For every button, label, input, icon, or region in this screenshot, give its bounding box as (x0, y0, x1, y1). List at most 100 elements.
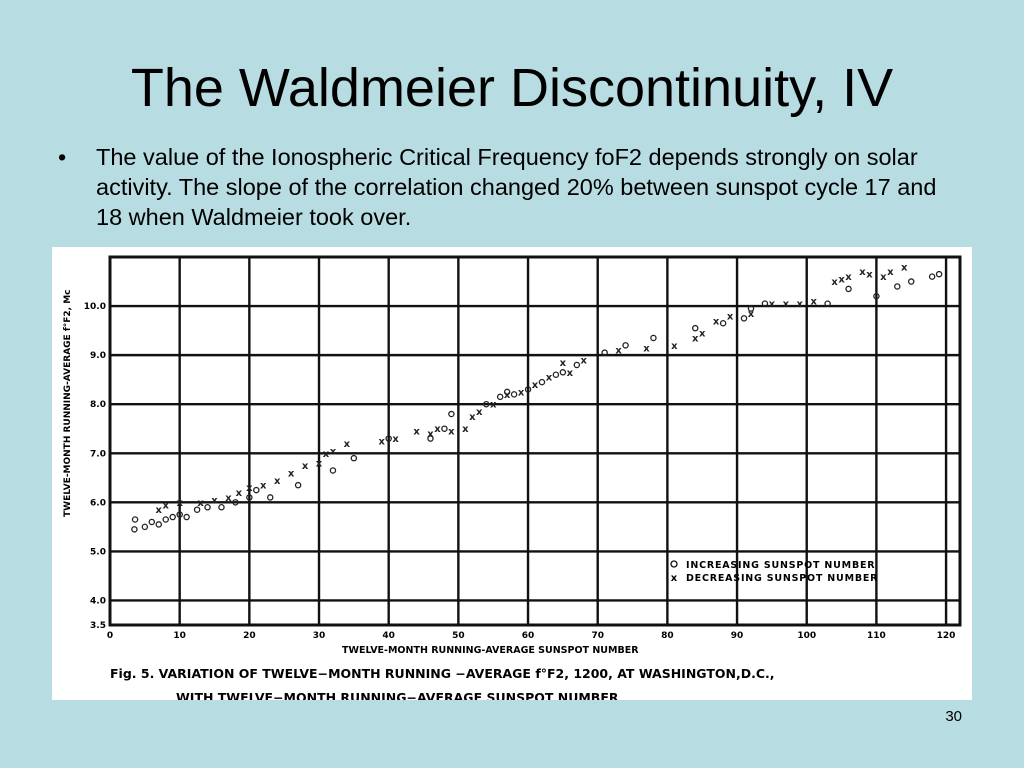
data-point-increasing (350, 454, 358, 462)
data-point-increasing (559, 369, 567, 376)
data-point-decreasing: x (176, 498, 183, 509)
data-point-increasing (169, 513, 176, 521)
chart-grid (108, 255, 962, 627)
data-point-decreasing: x (316, 459, 323, 470)
data-point-increasing (441, 425, 448, 432)
data-point-decreasing: x (901, 262, 908, 273)
data-point-increasing (552, 371, 560, 379)
data-point-decreasing: x (727, 311, 734, 322)
data-point-decreasing: x (469, 412, 476, 423)
bullet-text: The value of the Ionospheric Critical Fr… (96, 144, 937, 230)
data-point-increasing (176, 511, 183, 518)
data-point-increasing (329, 467, 337, 474)
legend-label: INCREASING SUNSPOT NUMBER (686, 560, 875, 571)
data-point-increasing (204, 503, 211, 511)
data-point-decreasing: x (671, 341, 678, 352)
data-point-increasing (719, 319, 727, 327)
figure-caption-line1: Fig. 5. VARIATION OF TWELVE−MONTH RUNNIN… (110, 666, 775, 681)
data-point-increasing (482, 400, 490, 408)
data-point-increasing (183, 513, 190, 521)
data-point-increasing (622, 342, 629, 349)
data-point-decreasing: x (887, 267, 894, 278)
slide-title: The Waldmeier Discontinuity, IV (130, 58, 894, 118)
data-point-increasing (193, 506, 201, 513)
page-number: 30 (945, 708, 962, 725)
data-point-decreasing: x (156, 505, 163, 516)
data-point-decreasing: x (413, 427, 420, 438)
data-point-increasing (232, 499, 239, 506)
data-point-increasing (691, 324, 699, 332)
y-tick-label: 7.0 (90, 449, 106, 459)
data-point-increasing (873, 293, 880, 300)
data-point-increasing (907, 278, 915, 285)
data-point-decreasing: x (845, 272, 852, 283)
legend-marker-x: x (671, 573, 678, 584)
data-point-decreasing: x (246, 483, 253, 494)
data-point-decreasing: x (713, 316, 720, 327)
x-tick-label: 100 (797, 631, 816, 641)
plot-frame (108, 255, 962, 627)
data-point-decreasing: x (615, 346, 622, 357)
data-point-increasing (427, 435, 434, 442)
data-point-decreasing: x (643, 343, 650, 354)
data-point-decreasing: x (532, 380, 539, 391)
data-point-increasing (894, 283, 901, 290)
data-point-decreasing: x (880, 272, 887, 283)
data-point-decreasing: x (797, 299, 804, 310)
data-point-increasing (503, 388, 511, 396)
chart-legend: INCREASING SUNSPOT NUMBER x DECREASING SUN… (670, 560, 878, 584)
legend-label: DECREASING SUNSPOT NUMBER (686, 573, 878, 584)
data-point-decreasing: x (378, 437, 385, 448)
data-point-increasing (928, 273, 936, 280)
data-point-increasing (824, 300, 831, 307)
data-point-increasing (131, 516, 139, 523)
data-point-decreasing: x (783, 299, 790, 310)
x-axis-label: TWELVE-MONTH RUNNING-AVERAGE SUNSPOT NUM… (342, 645, 639, 656)
data-point-decreasing: x (260, 481, 267, 492)
data-point-increasing (162, 516, 169, 523)
data-point-decreasing: x (490, 400, 497, 411)
data-point-decreasing: x (330, 446, 337, 457)
x-tick-label: 30 (313, 631, 326, 641)
data-point-decreasing: x (699, 329, 706, 340)
data-point-increasing (141, 523, 149, 531)
data-point-decreasing: x (504, 390, 511, 401)
y-axis-label: TWELVE-MONTH RUNNING-AVERAGE f°F2, Mc (63, 289, 73, 517)
data-point-increasing (294, 481, 302, 489)
y-tick-label: 10.0 (84, 302, 106, 312)
x-tick-label: 60 (522, 631, 535, 641)
data-point-decreasing: x (448, 427, 455, 438)
data-point-decreasing: x (748, 309, 755, 320)
y-tick-label: 6.0 (90, 498, 106, 508)
data-point-increasing (148, 518, 156, 526)
data-point-decreasing: x (197, 498, 204, 509)
data-point-increasing (601, 349, 608, 356)
data-point-increasing (155, 521, 163, 528)
y-tick-label: 3.5 (90, 621, 106, 631)
data-point-decreasing: x (236, 488, 243, 499)
x-tick-label: 110 (867, 631, 886, 641)
data-point-increasing (266, 494, 274, 501)
y-tick-label: 4.0 (90, 596, 106, 606)
data-point-increasing (218, 503, 225, 511)
x-tick-label: 70 (591, 631, 604, 641)
y-tick-label: 5.0 (90, 547, 106, 557)
y-tick-label: 9.0 (90, 351, 106, 361)
data-point-decreasing: x (692, 333, 699, 344)
data-point-decreasing: x (810, 297, 817, 308)
data-point-decreasing: x (518, 387, 525, 398)
data-point-increasing (538, 378, 546, 386)
x-tick-label: 0 (107, 631, 113, 641)
data-point-decreasing: x (274, 476, 281, 487)
data-point-decreasing: x (831, 277, 838, 288)
legend-marker-circle (670, 560, 678, 568)
data-point-increasing (524, 386, 532, 393)
data-point-increasing (935, 270, 943, 278)
figure-caption-line2: WITH TWELVE−MONTH RUNNING−AVERAGE SUNSPO… (176, 690, 619, 700)
x-tick-label: 10 (173, 631, 186, 641)
bullet-marker: • (58, 144, 67, 170)
data-point-decreasing: x (163, 500, 170, 511)
data-point-decreasing: x (302, 461, 309, 472)
data-point-increasing (747, 305, 755, 312)
